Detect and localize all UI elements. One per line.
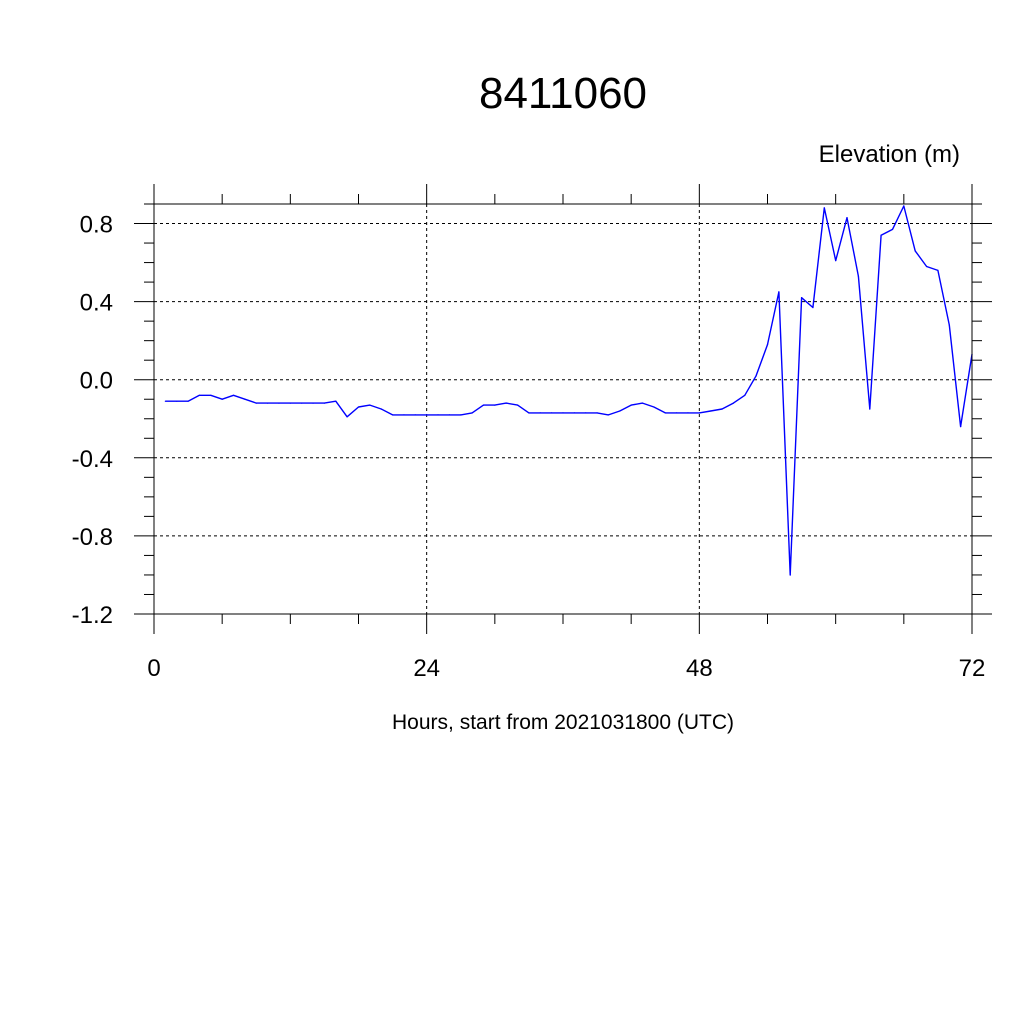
data-point — [925, 265, 928, 268]
data-point — [676, 412, 678, 414]
data-point — [426, 414, 428, 416]
data-point — [357, 406, 360, 408]
data-point — [460, 414, 462, 416]
data-point — [698, 412, 700, 414]
data-point — [789, 574, 791, 576]
data-point — [448, 414, 450, 416]
data-point — [607, 414, 610, 416]
data-point — [960, 425, 962, 428]
data-point — [221, 398, 223, 400]
data-point — [539, 412, 541, 414]
series-group — [164, 205, 973, 576]
data-point — [414, 414, 416, 416]
data-point — [437, 414, 439, 416]
data-point — [732, 402, 735, 404]
y-tick-label: 0.8 — [80, 212, 113, 239]
data-point — [573, 412, 575, 414]
data-point — [176, 400, 178, 402]
data-point — [710, 410, 712, 412]
data-point — [948, 324, 950, 326]
data-point — [937, 269, 939, 271]
y-axis-label: Elevation (m) — [819, 141, 960, 168]
y-tick-label: 0.0 — [80, 368, 113, 395]
data-point — [187, 400, 189, 402]
data-point — [812, 306, 814, 309]
data-point — [835, 260, 837, 262]
data-point — [335, 400, 337, 402]
data-point — [278, 402, 280, 404]
axis-ticks — [134, 184, 992, 634]
data-point — [528, 412, 530, 414]
data-point — [653, 406, 655, 408]
x-tick-label: 48 — [686, 655, 713, 682]
data-point — [641, 402, 644, 404]
data-point — [380, 408, 382, 410]
x-tick-label: 24 — [413, 655, 440, 682]
data-point — [766, 343, 769, 346]
plot-frame — [153, 203, 973, 615]
data-point — [244, 398, 246, 400]
chart-title: 8411060 — [479, 69, 647, 118]
data-point — [619, 410, 621, 412]
x-tick-label: 72 — [959, 655, 986, 682]
data-point — [903, 205, 905, 207]
y-tick-label: -0.8 — [72, 524, 113, 551]
data-point — [403, 414, 405, 416]
y-tick-labels: -1.2 -0.8 -0.4 0.0 0.4 0.8 — [72, 212, 113, 629]
series-line — [165, 205, 973, 576]
data-point — [630, 404, 632, 406]
data-point — [210, 394, 212, 396]
y-tick-label: 0.4 — [80, 290, 113, 317]
data-point — [823, 207, 825, 209]
y-tick-label: -0.4 — [72, 446, 113, 473]
data-point — [744, 394, 746, 396]
x-axis-label: Hours, start from 2021031800 (UTC) — [392, 711, 734, 734]
data-point — [721, 408, 723, 410]
data-point — [800, 297, 803, 299]
data-point — [551, 412, 553, 414]
data-point — [301, 402, 303, 404]
data-point — [869, 408, 871, 410]
data-point — [289, 402, 291, 404]
data-point — [198, 394, 201, 396]
data-point — [494, 404, 496, 406]
data-point — [846, 217, 848, 219]
data-point — [562, 412, 564, 414]
data-point — [312, 402, 314, 404]
data-point — [267, 402, 269, 404]
data-point — [857, 275, 859, 277]
data-point — [891, 228, 894, 230]
data-point — [755, 375, 757, 377]
data-point — [596, 412, 598, 414]
data-point — [516, 404, 519, 406]
data-point — [323, 402, 326, 404]
data-point — [914, 250, 916, 252]
data-point — [482, 404, 485, 406]
data-point — [164, 400, 166, 402]
data-point — [687, 412, 689, 414]
data-point — [346, 416, 348, 418]
data-point — [880, 234, 882, 236]
grid-lines — [154, 204, 972, 614]
data-point — [778, 291, 780, 293]
data-point — [585, 412, 587, 414]
data-point — [232, 394, 235, 396]
y-tick-label: -1.2 — [72, 602, 113, 629]
data-point — [255, 402, 257, 404]
data-point — [505, 402, 507, 404]
data-point — [391, 414, 394, 416]
data-point — [471, 412, 473, 414]
x-tick-label: 0 — [147, 655, 160, 682]
data-point — [664, 412, 666, 414]
x-tick-labels: 0 24 48 72 — [147, 655, 985, 682]
data-point — [369, 404, 371, 406]
